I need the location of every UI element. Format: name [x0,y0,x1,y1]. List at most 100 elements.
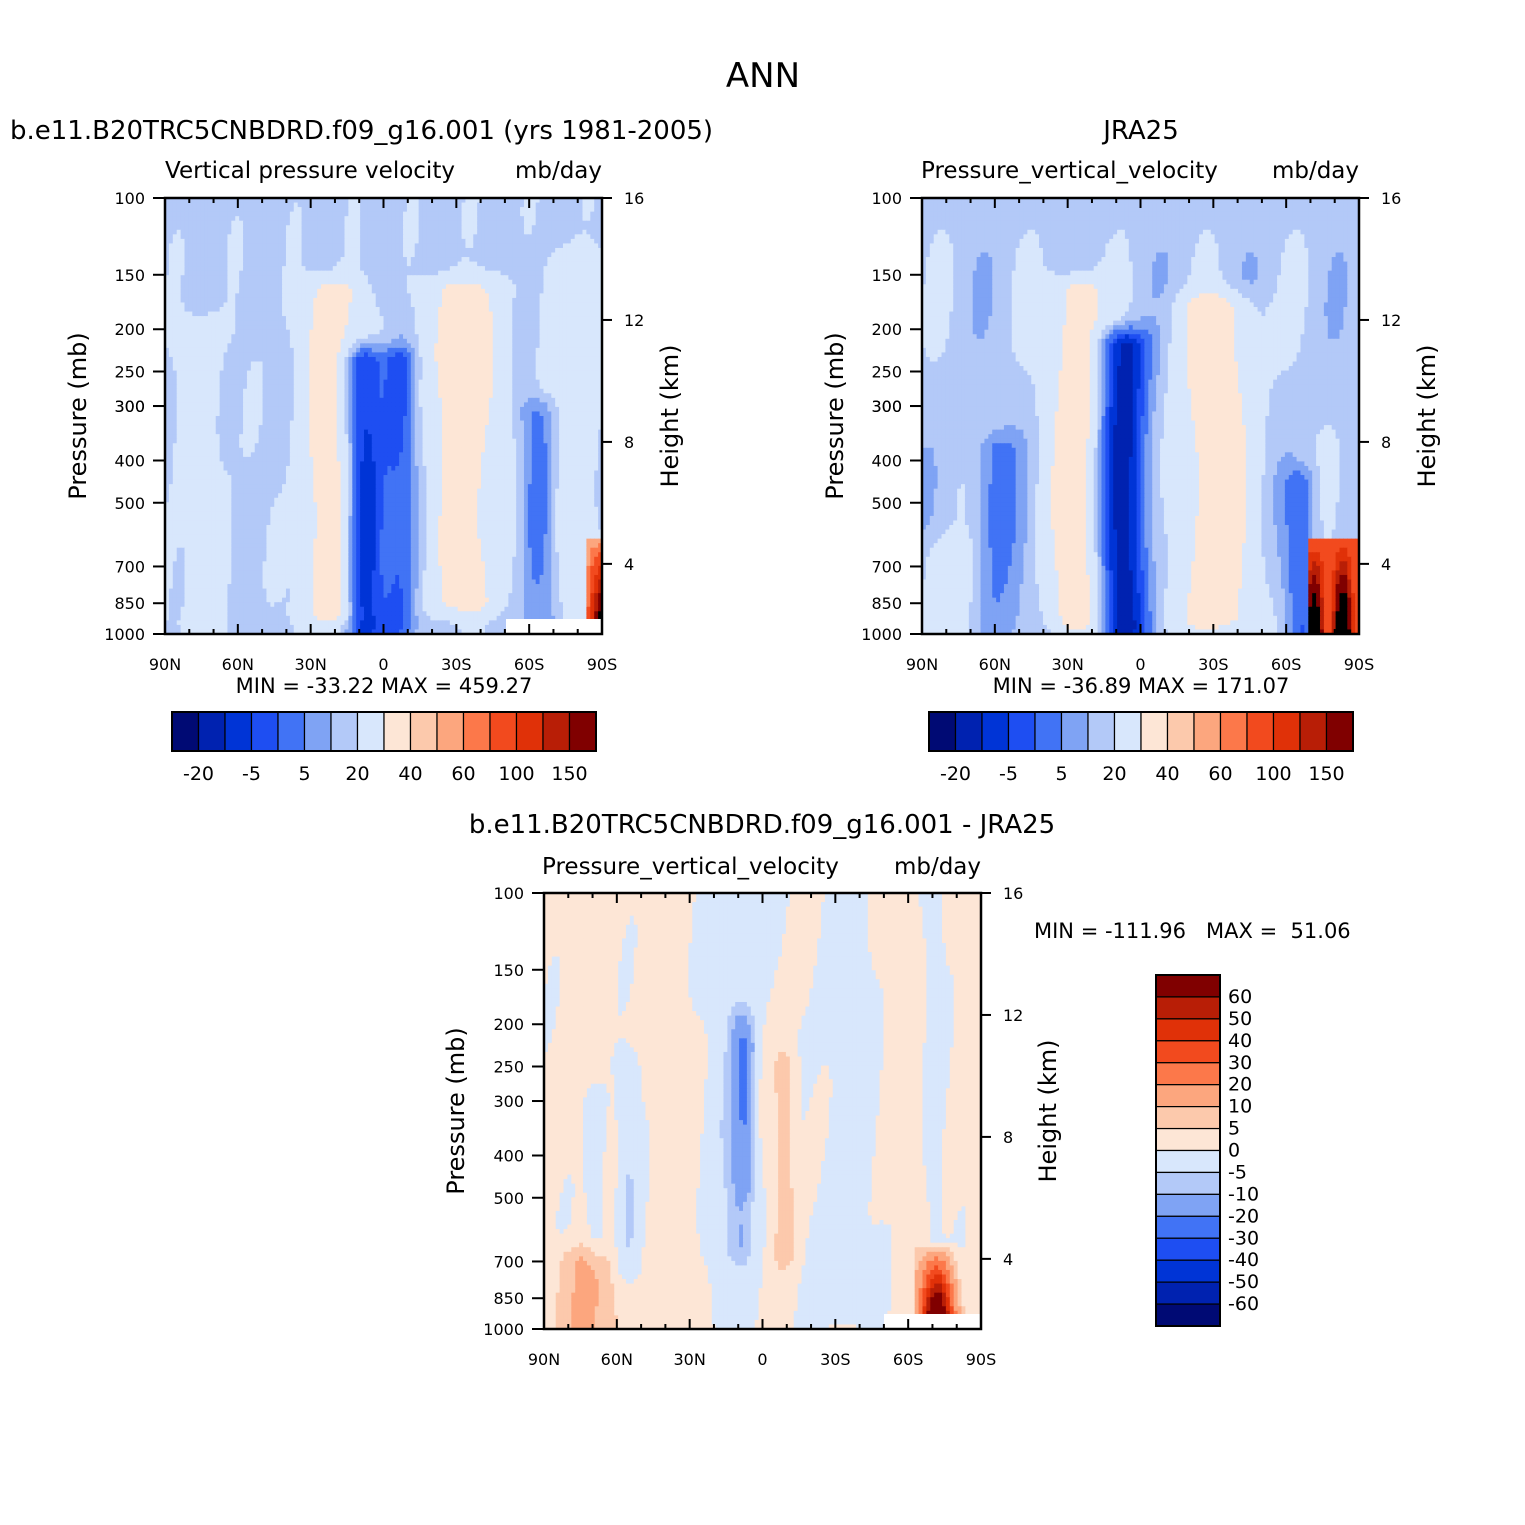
contour-cell [469,243,474,249]
contour-cell [574,343,580,349]
contour-cell [539,347,545,354]
contour-cell [410,279,416,285]
contour-cell [570,393,576,399]
contour-cell [598,329,603,335]
contour-cell [512,202,517,208]
contour-cell [461,352,467,358]
contour-cell [512,288,517,294]
contour-cell [289,302,295,308]
contour-cell [344,338,349,344]
contour-cell [188,284,193,290]
contour-cell [461,370,467,376]
contour-cell [266,366,271,372]
contour-cell [227,343,232,349]
contour-cell [598,320,603,326]
contour-cell [543,252,548,258]
contour-cell [317,370,322,376]
contour-cell [500,343,506,349]
contour-cell [235,325,240,331]
contour-cell [172,384,178,390]
contour-cell [492,293,498,299]
contour-cell [204,284,209,290]
contour-cell [313,302,318,308]
contour-cell [215,316,221,322]
contour-cell [566,275,572,281]
contour-cell [356,320,361,326]
contour-cell [219,388,225,394]
contour-cell [473,284,478,290]
contour-cell [176,347,182,354]
contour-cell [336,338,342,344]
contour-cell [254,366,260,372]
contour-cell [204,325,209,331]
contour-cell [227,302,232,308]
contour-cell [500,361,506,367]
contour-cell [176,229,182,235]
contour-cell [324,375,330,381]
contour-cell [473,325,478,331]
contour-cell [235,297,240,304]
contour-cell [246,288,252,294]
contour-cell [434,297,439,304]
contour-cell [165,379,170,385]
contour-cell [227,316,232,322]
contour-cell [582,297,587,304]
contour-cell [492,220,498,226]
contour-cell [449,220,455,226]
contour-cell [438,238,443,245]
contour-cell [223,229,229,235]
contour-cell [379,379,385,385]
contour-cell [211,325,217,331]
contour-cell [574,252,580,258]
contour-cell [266,316,271,322]
contour-cell [594,266,599,272]
contour-cell [484,275,490,281]
contour-cell [500,211,506,217]
contour-cell [520,238,525,245]
contour-cell [235,307,240,313]
contour-cell [414,293,420,299]
contour-cell [176,266,182,272]
contour-cell [324,388,330,394]
contour-cell [207,266,213,272]
contour-cell [340,347,346,354]
contour-cell [578,307,584,313]
contour-cell [211,375,217,381]
contour-cell [188,247,193,254]
contour-cell [239,329,244,335]
contour-cell [598,225,603,231]
contour-cell [243,311,248,317]
contour-cell [582,361,587,367]
contour-cell [196,234,201,240]
contour-cell [371,198,377,204]
contour-cell [496,284,502,290]
contour-cell [543,229,548,235]
contour-cell [504,361,509,367]
contour-cell [309,225,314,231]
contour-cell [231,307,236,313]
contour-cell [481,297,486,304]
contour-cell [332,343,338,349]
contour-cell [520,252,525,258]
contour-cell [453,229,459,235]
contour-cell [363,302,369,308]
contour-cell [223,234,229,240]
contour-cell [453,234,459,240]
contour-cell [352,352,357,358]
contour-cell [340,325,346,331]
contour-cell [348,356,353,363]
contour-cell [375,307,381,313]
contour-cell [418,266,424,272]
contour-cell [309,302,314,308]
contour-cell [176,397,182,403]
contour-cell [457,202,463,208]
contour-cell [340,366,346,372]
contour-cell [469,297,474,304]
contour-cell [200,288,205,294]
contour-cell [231,370,236,376]
contour-cell [586,297,591,304]
contour-cell [473,234,478,240]
contour-cell [559,384,564,390]
contour-cell [578,229,584,235]
contour-cell [426,356,431,363]
